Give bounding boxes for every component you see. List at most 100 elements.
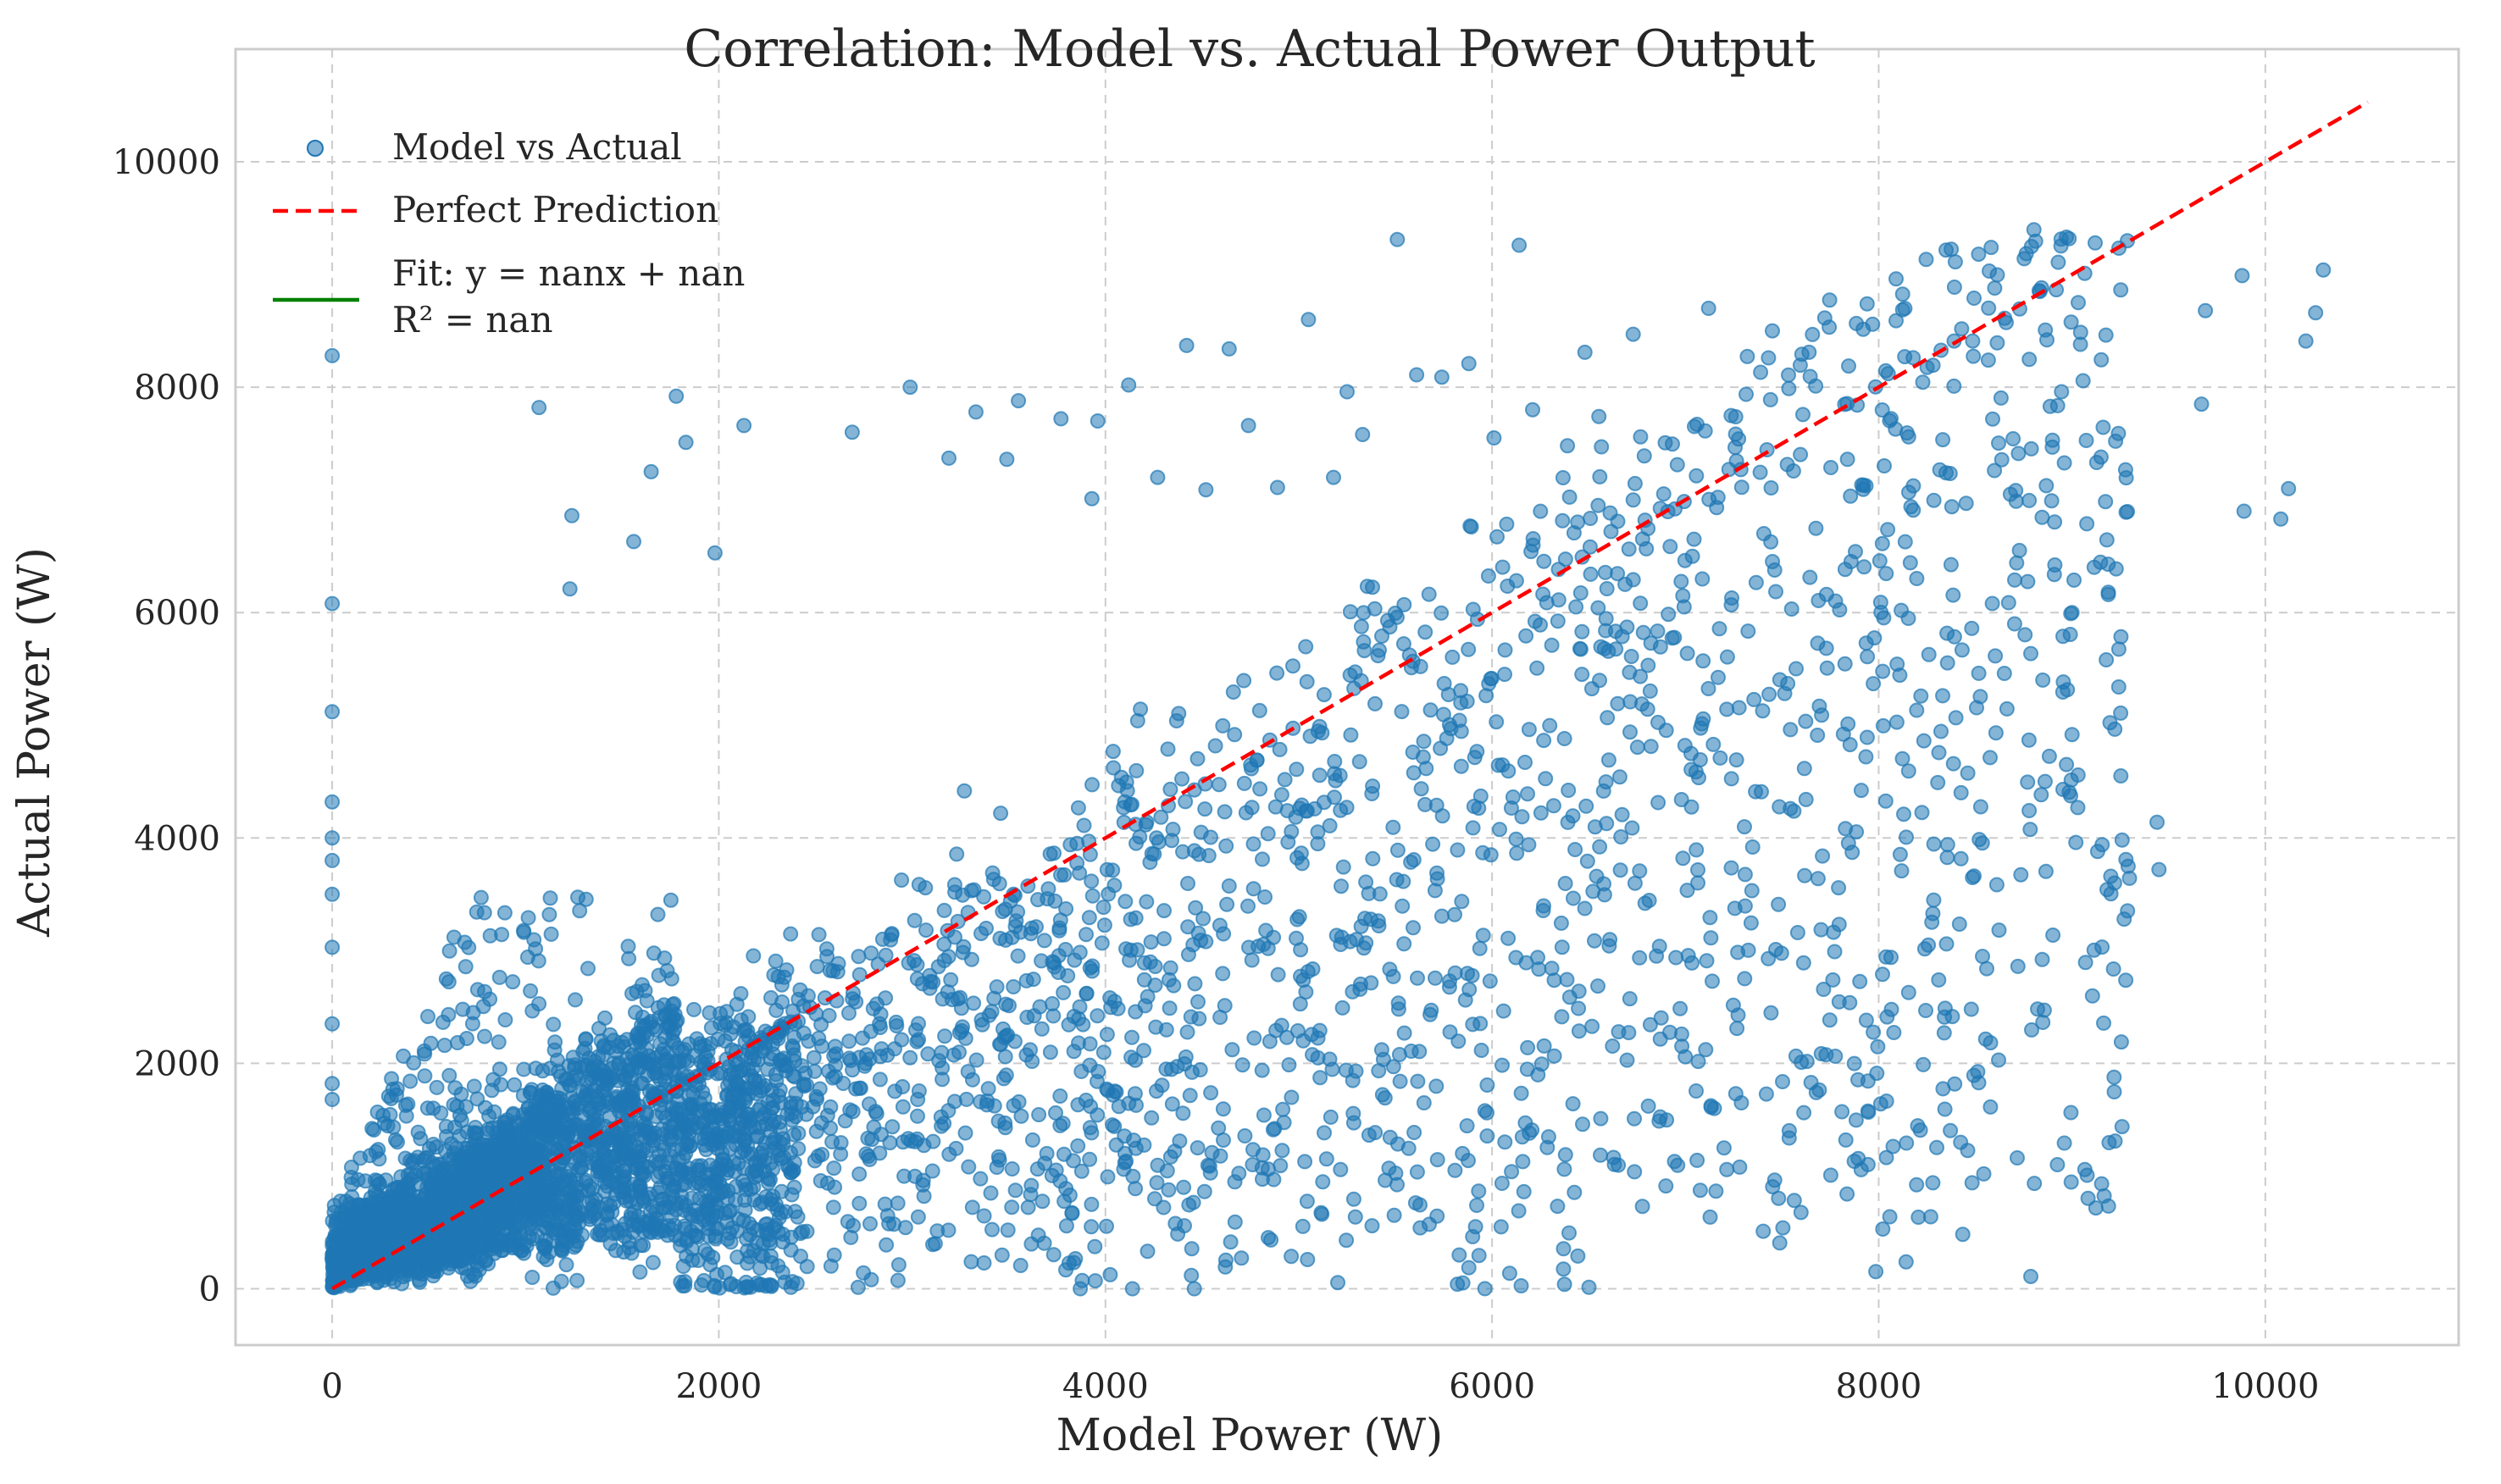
- scatter-point: [1251, 702, 1267, 718]
- scatter-point: [821, 1063, 836, 1079]
- scatter-point: [1273, 787, 1289, 803]
- scatter-point: [1365, 850, 1381, 867]
- scatter-point: [1533, 503, 1549, 519]
- scatter-point: [1212, 1148, 1228, 1164]
- scatter-point: [1689, 1152, 1705, 1168]
- scatter-point: [1565, 1096, 1581, 1112]
- scatter-point: [1275, 1101, 1291, 1117]
- scatter-point: [973, 1012, 990, 1028]
- scatter-point: [746, 1052, 762, 1067]
- scatter-point: [2118, 972, 2134, 988]
- scatter-point: [1877, 793, 1894, 809]
- scatter-point: [1084, 888, 1101, 904]
- scatter-point: [1702, 1209, 1718, 1225]
- scatter-point: [1975, 949, 1990, 965]
- scatter-point: [1999, 700, 2015, 717]
- scatter-point: [768, 953, 784, 969]
- scatter-point: [1347, 1209, 1363, 1225]
- scatter-point: [1099, 1218, 1114, 1234]
- scatter-point: [621, 1188, 637, 1204]
- scatter-point: [1300, 964, 1316, 980]
- scatter-point: [1160, 741, 1176, 757]
- scatter-point: [650, 906, 666, 922]
- scatter-point: [729, 1249, 746, 1265]
- scatter-point: [2098, 327, 2114, 343]
- scatter-point: [1839, 1186, 1855, 1202]
- scatter-point: [1752, 464, 1768, 480]
- scatter-point: [1900, 984, 1916, 1000]
- scatter-point: [1067, 952, 1083, 968]
- scatter-point: [1375, 1051, 1391, 1067]
- scatter-point: [1662, 539, 1678, 555]
- scatter-point: [1570, 514, 1586, 530]
- scatter-point: [1705, 736, 1722, 752]
- scatter-point: [1058, 1218, 1074, 1234]
- scatter-point: [1903, 499, 1919, 515]
- scatter-point: [1423, 1002, 1439, 1018]
- scatter-point: [1469, 1198, 1484, 1213]
- scatter-point: [702, 1005, 718, 1021]
- scatter-point: [374, 1190, 390, 1206]
- scatter-point: [1922, 1209, 1938, 1225]
- scatter-point: [1623, 649, 1639, 664]
- scatter-point: [2086, 559, 2102, 575]
- scatter-point: [890, 1195, 906, 1211]
- scatter-point: [629, 983, 645, 999]
- scatter-point: [1128, 910, 1144, 926]
- scatter-point: [1737, 819, 1752, 835]
- scatter-point: [1610, 566, 1626, 582]
- scatter-point: [1960, 765, 1976, 781]
- scatter-point: [931, 1053, 947, 1069]
- scatter-point: [663, 1063, 679, 1079]
- scatter-point: [811, 927, 827, 943]
- scatter-point: [1179, 1024, 1195, 1040]
- scatter-point: [1570, 1248, 1586, 1264]
- scatter-point: [1913, 688, 1929, 704]
- scatter-point: [1797, 867, 1813, 883]
- scatter-point: [1365, 579, 1380, 595]
- scatter-point: [1936, 1025, 1952, 1041]
- scatter-point: [874, 931, 890, 947]
- scatter-point: [1982, 263, 1997, 279]
- scatter-point: [384, 1071, 400, 1087]
- scatter-point: [496, 905, 513, 921]
- scatter-point: [1082, 1120, 1098, 1136]
- scatter-point: [1888, 714, 1905, 730]
- scatter-point: [1960, 1143, 1976, 1159]
- scatter-point: [1425, 836, 1441, 852]
- scatter-point: [1931, 745, 1947, 761]
- scatter-point: [1156, 1199, 1172, 1215]
- scatter-point: [2070, 767, 2086, 783]
- scatter-point: [1866, 630, 1883, 646]
- scatter-point: [763, 1278, 779, 1294]
- scatter-point: [1679, 645, 1695, 662]
- scatter-point: [1435, 706, 1451, 723]
- scatter-point: [1567, 842, 1583, 857]
- scatter-point: [1508, 950, 1524, 966]
- scatter-point: [1272, 741, 1288, 757]
- scatter-point: [1650, 623, 1666, 640]
- scatter-point: [2054, 384, 2070, 400]
- scatter-point: [765, 1046, 781, 1062]
- scatter-point: [1490, 757, 1506, 773]
- scatter-point: [2017, 627, 2033, 643]
- scatter-point: [1610, 695, 1626, 712]
- scatter-point: [1877, 458, 1892, 473]
- scatter-point: [2053, 231, 2069, 247]
- scatter-point: [1004, 1199, 1020, 1215]
- scatter-point: [1215, 966, 1231, 982]
- scatter-point: [1517, 755, 1533, 770]
- scatter-point: [1479, 1128, 1495, 1144]
- scatter-point: [1905, 478, 1922, 494]
- scatter-point: [946, 1094, 962, 1110]
- scatter-point: [1636, 448, 1652, 464]
- scatter-point: [1640, 657, 1656, 673]
- scatter-point: [1102, 1266, 1118, 1282]
- scatter-point: [709, 1125, 725, 1141]
- scatter-point: [1945, 587, 1961, 603]
- scatter-point: [1866, 676, 1882, 692]
- scatter-point: [2023, 645, 2038, 662]
- scatter-point: [1848, 1112, 1864, 1128]
- scatter-point: [851, 1080, 868, 1096]
- scatter-point: [2023, 440, 2039, 457]
